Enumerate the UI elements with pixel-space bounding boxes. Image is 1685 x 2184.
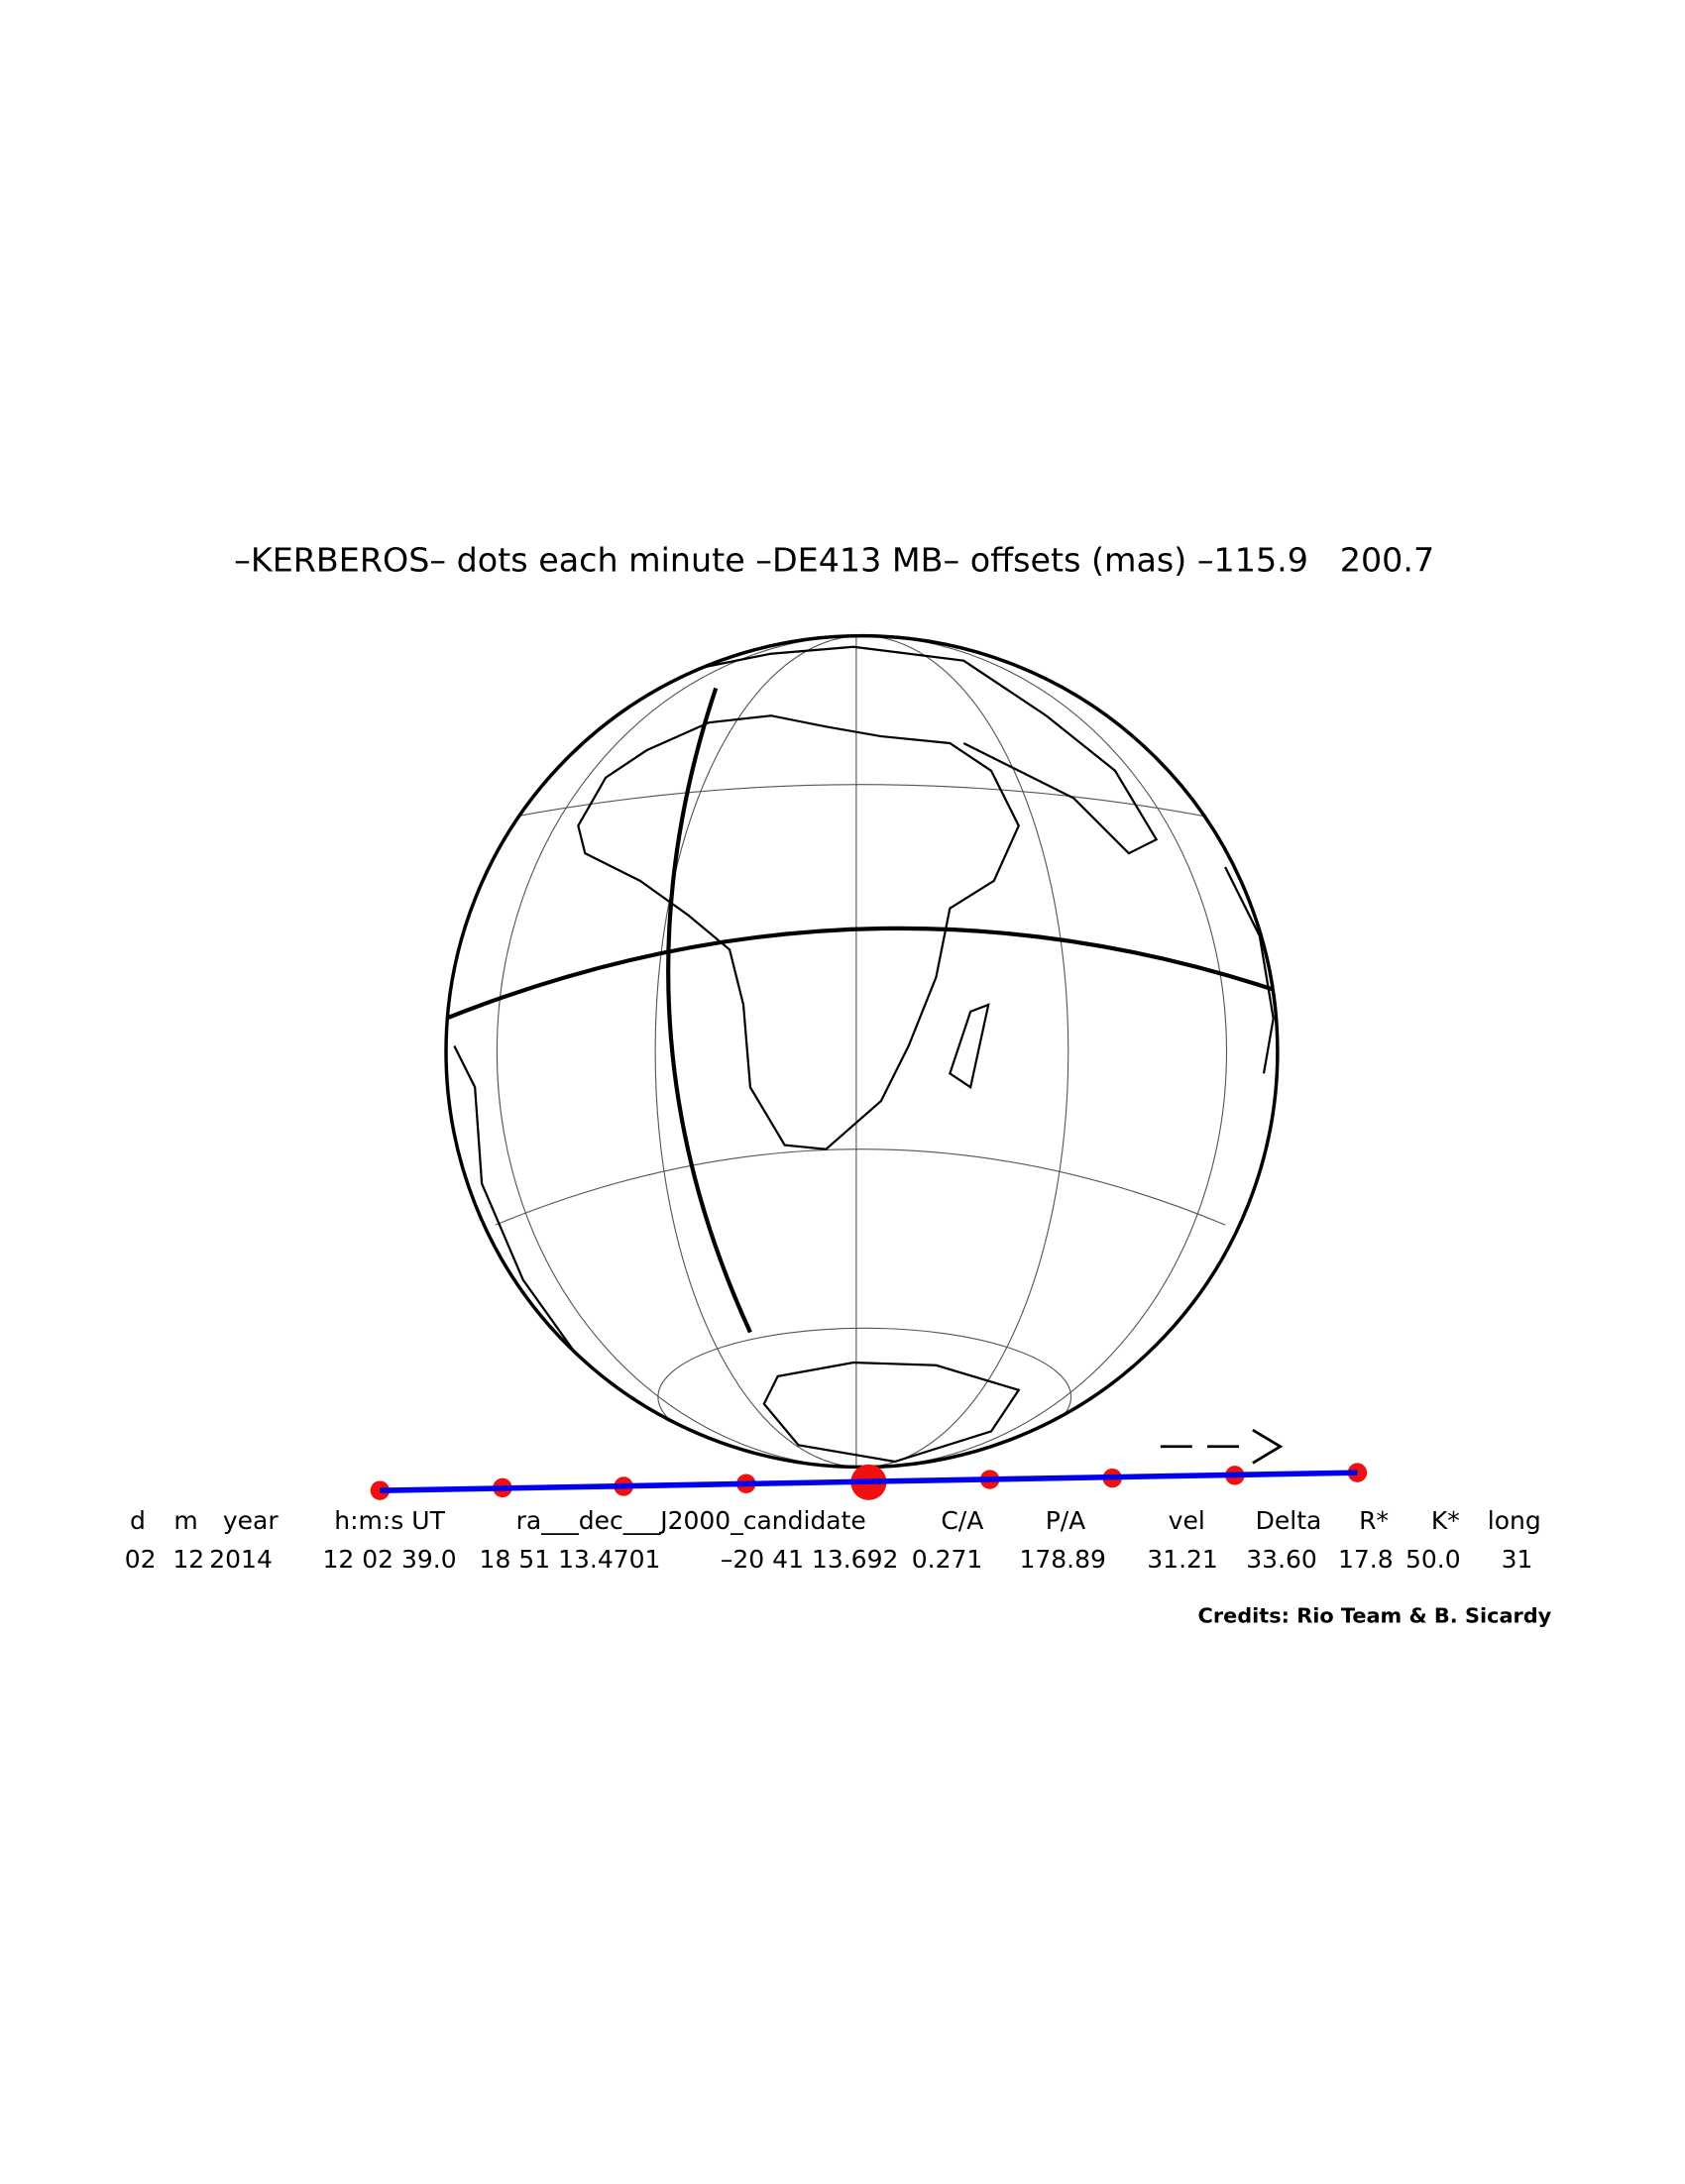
terminator bbox=[666, 687, 752, 1334]
table-row: 02 12 2014 12 02 39.0 18 51 13.4701 –20 41 13… bbox=[125, 1545, 1533, 1574]
cell: 50.0 bbox=[1405, 1545, 1461, 1574]
credits: Credits: Rio Team & B. Sicardy bbox=[1198, 1603, 1552, 1627]
column-header: m bbox=[173, 1506, 197, 1535]
cell: 178.89 bbox=[1019, 1545, 1105, 1574]
cell: 0.271 bbox=[912, 1545, 983, 1574]
globe bbox=[444, 633, 1280, 1470]
cell: 17.8 bbox=[1338, 1545, 1394, 1574]
cell: 31.21 bbox=[1147, 1545, 1218, 1574]
column-header: K* bbox=[1431, 1506, 1460, 1535]
column-header: d bbox=[130, 1506, 146, 1535]
asia-coast bbox=[1224, 866, 1275, 1074]
cell: 33.60 bbox=[1246, 1545, 1317, 1574]
title: –KERBEROS– dots each minute –DE413 MB– o… bbox=[234, 540, 1434, 579]
column-header: R* bbox=[1359, 1506, 1389, 1535]
cell: 2014 bbox=[209, 1545, 273, 1574]
madagascar bbox=[949, 1003, 990, 1090]
column-header: P/A bbox=[1046, 1506, 1086, 1535]
column-header: Delta bbox=[1256, 1506, 1322, 1535]
track bbox=[370, 1428, 1368, 1500]
column-header: ra___dec___J2000_candidate bbox=[516, 1506, 866, 1535]
africa bbox=[577, 714, 1021, 1150]
direction-arrow bbox=[1160, 1428, 1284, 1465]
cell: 12 02 39.0 bbox=[322, 1545, 456, 1574]
column-header: year bbox=[223, 1506, 279, 1535]
cell: 02 bbox=[125, 1545, 157, 1574]
graticule bbox=[468, 635, 1254, 1468]
eurasia bbox=[702, 645, 1159, 855]
table-header: d m year h:m:s UT ra___dec___J2000_candidate… bbox=[130, 1506, 1541, 1535]
track-line bbox=[380, 1470, 1358, 1493]
column-header: long bbox=[1488, 1506, 1541, 1535]
column-header: vel bbox=[1169, 1506, 1205, 1535]
column-header: C/A bbox=[941, 1506, 983, 1535]
column-header: h:m:s UT bbox=[334, 1506, 445, 1535]
shadow-path bbox=[446, 926, 1278, 1021]
globe-disk bbox=[446, 635, 1278, 1468]
cell: 18 51 13.4701 bbox=[480, 1545, 661, 1574]
cell: –20 41 13.692 bbox=[721, 1545, 899, 1574]
antarctica bbox=[762, 1361, 1021, 1464]
cell: 12 bbox=[172, 1545, 204, 1574]
cell: 31 bbox=[1502, 1545, 1533, 1574]
